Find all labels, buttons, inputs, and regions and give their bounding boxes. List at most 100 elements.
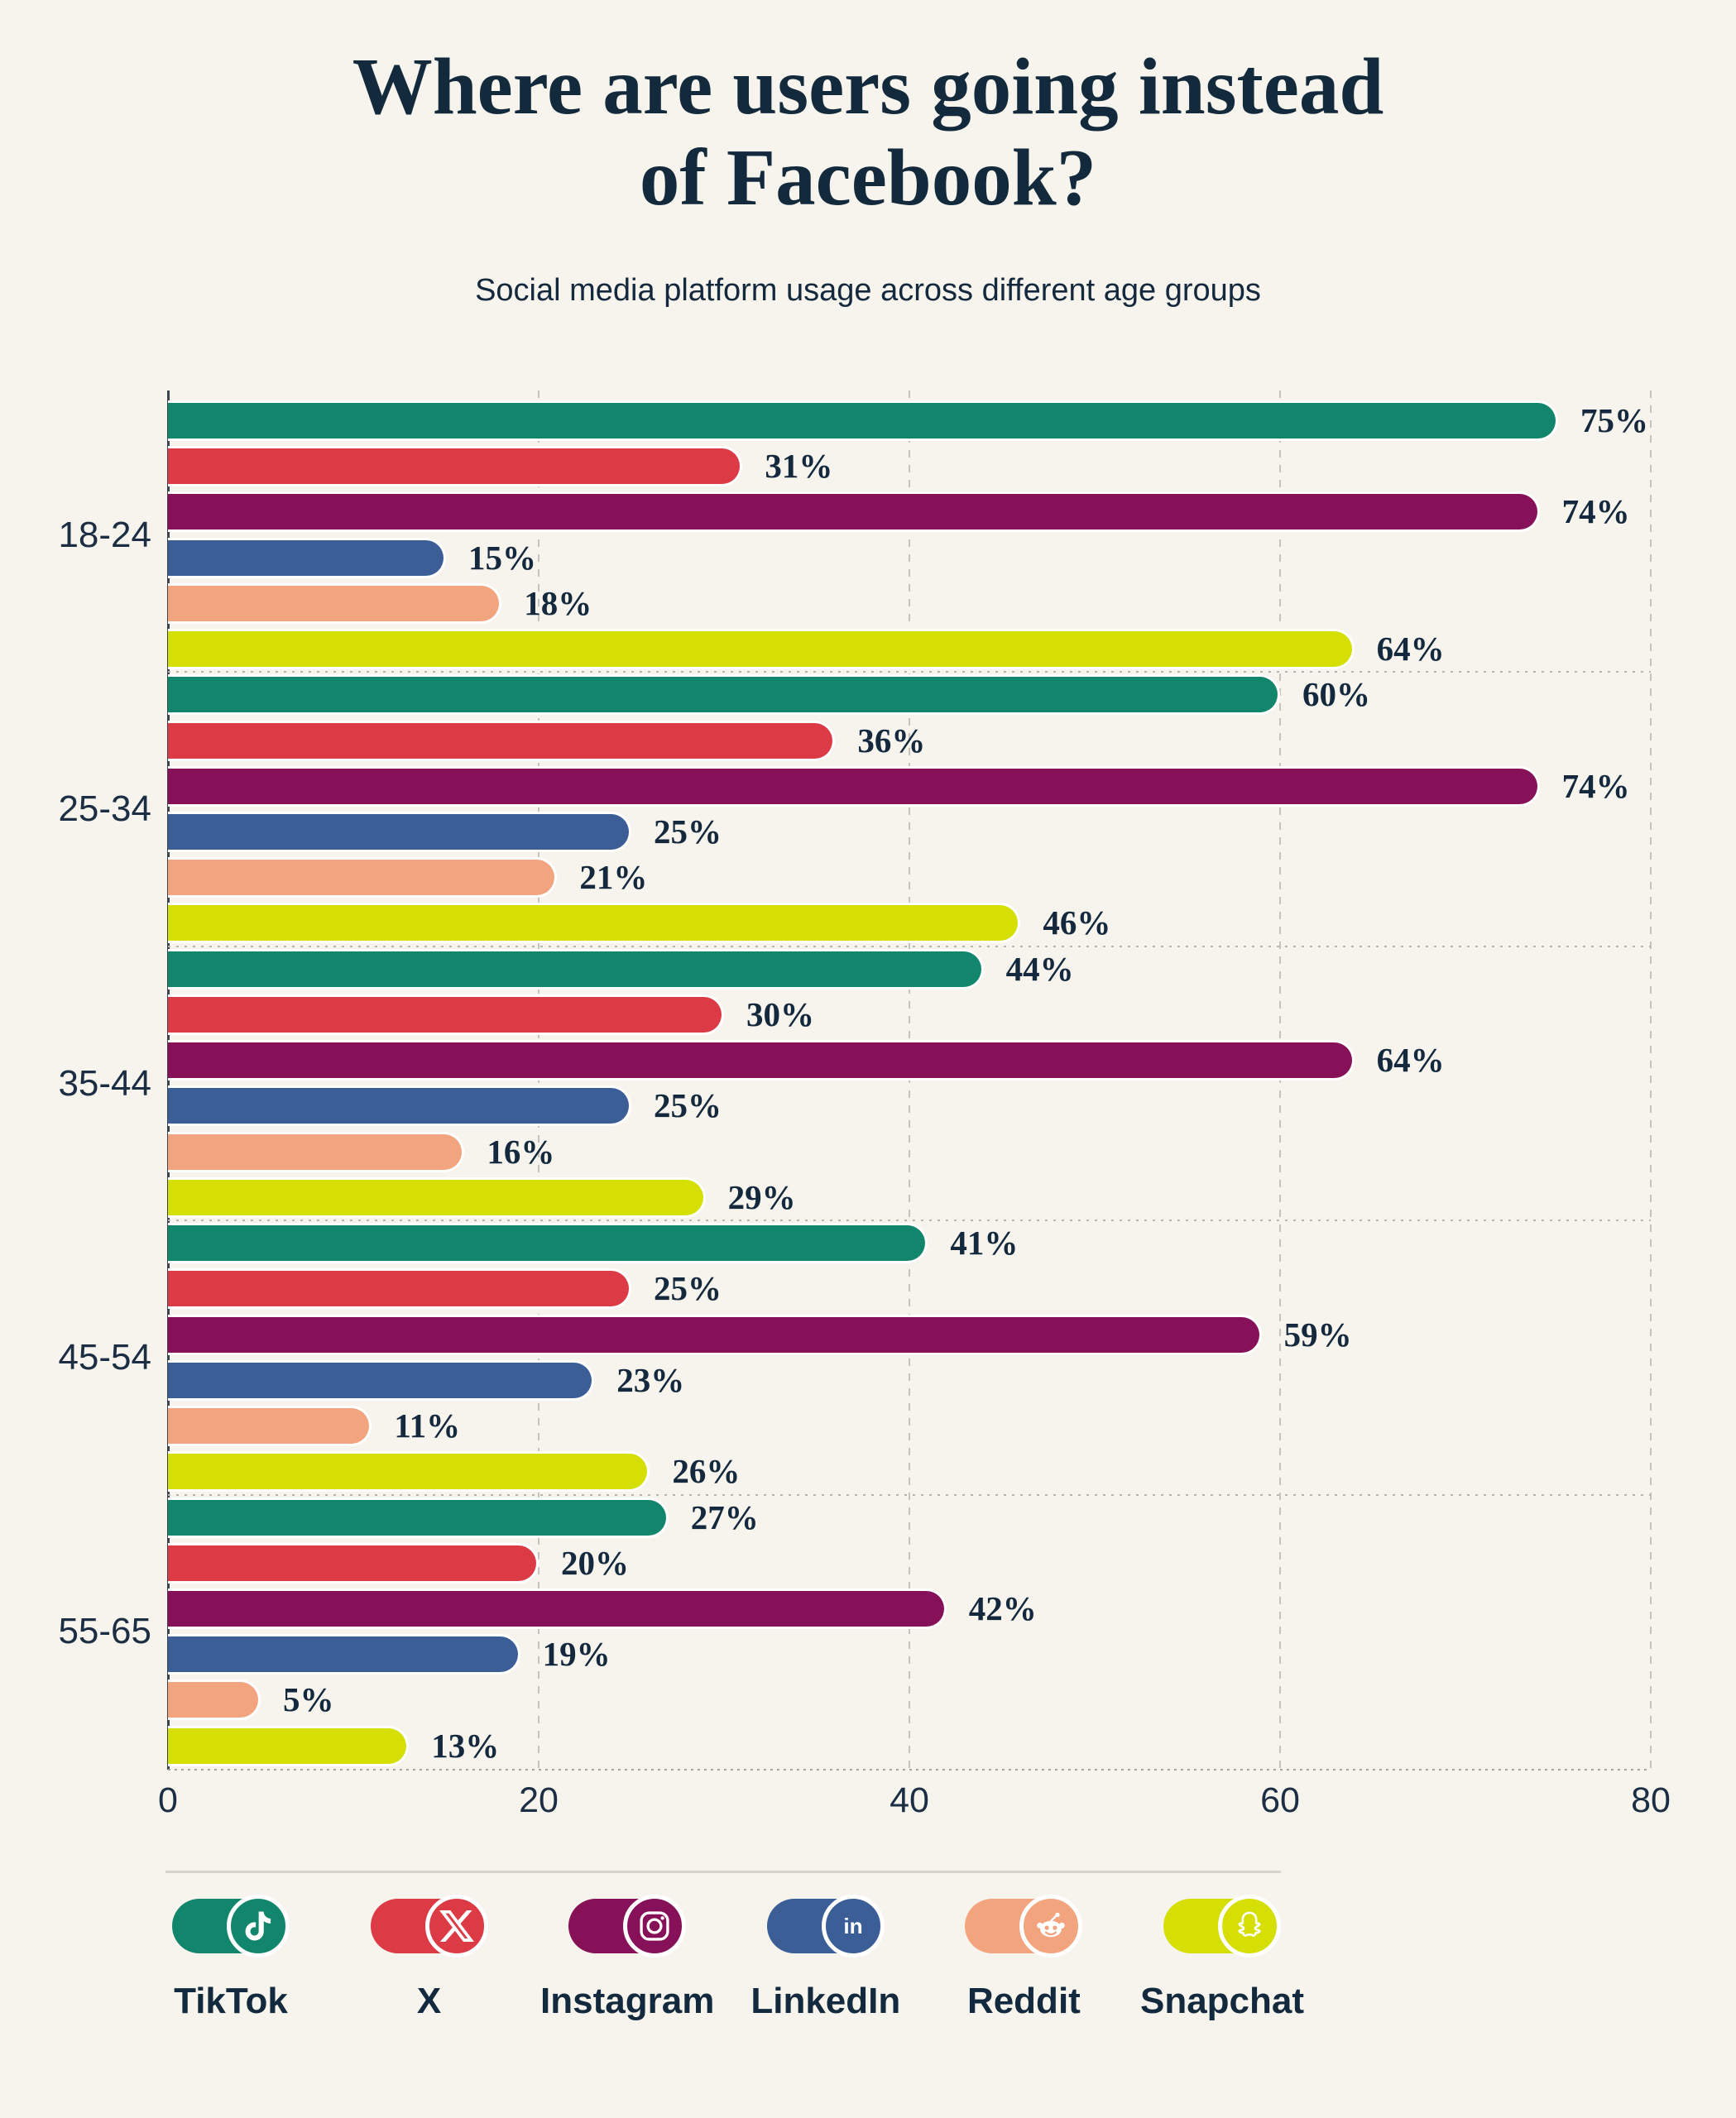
bar-tiktok-45-54 [168,1223,928,1264]
bar-reddit-25-34 [168,857,558,898]
bar-instagram-35-44 [168,1040,1355,1081]
bar-value-label: 41% [950,1224,1019,1263]
bar-x-35-44 [168,994,724,1035]
bar-snapchat-25-34 [168,903,1021,944]
linkedin-icon: in [821,1895,885,1957]
bar-x-18-24 [168,446,743,487]
x-icon [424,1895,488,1957]
legend-item-linkedin: in LinkedIn [751,1895,966,2027]
bar-value-label: 74% [1561,492,1630,531]
bar-snapchat-18-24 [168,629,1355,669]
x-tick-label-60: 60 [1260,1780,1300,1820]
page-title-line2: of Facebook? [639,132,1097,222]
bar-value-label: 21% [579,858,648,897]
bar-x-55-65 [168,1542,539,1584]
bar-snapchat-35-44 [168,1176,706,1218]
bar-tiktok-25-34 [168,674,1280,716]
legend-item-x: X [370,1895,569,2027]
age-group-label: 35-44 [58,1062,151,1104]
bar-value-label: 5% [283,1680,334,1719]
bar-reddit-55-65 [168,1680,261,1721]
bar-value-label: 23% [616,1360,685,1399]
page-subtitle: Social media platform usage across diffe… [475,273,1261,308]
bar-value-label: 27% [690,1497,759,1536]
bar-instagram-25-34 [168,765,1540,807]
legend-label: X [416,1981,442,2021]
bar-value-label: 60% [1302,675,1370,714]
bar-value-label: 46% [1043,903,1111,942]
legend-label: Reddit [966,1981,1081,2021]
bar-linkedin-35-44 [168,1085,631,1127]
bar-tiktok-35-44 [168,948,984,990]
gridline-x-80 [1650,391,1652,1769]
group-separator [168,1493,1651,1496]
bar-linkedin-45-54 [168,1359,595,1401]
bar-reddit-45-54 [168,1406,372,1446]
legend-label: LinkedIn [751,1981,901,2021]
bar-linkedin-55-65 [168,1634,520,1675]
legend-label: Snapchat [1139,1981,1305,2021]
age-group-label: 25-34 [58,788,151,830]
bar-snapchat-55-65 [168,1725,410,1766]
x-tick-label-80: 80 [1631,1780,1671,1820]
age-group-label: 45-54 [58,1336,151,1378]
bar-value-label: 20% [561,1543,629,1582]
bar-instagram-18-24 [168,491,1540,533]
bar-reddit-18-24 [168,582,502,624]
bar-value-label: 36% [857,721,926,760]
snapchat-icon [1218,1895,1281,1957]
bar-snapchat-45-54 [168,1451,650,1493]
page-title-line1: Where are users going instead [352,42,1384,131]
bar-x-25-34 [168,720,836,761]
bar-value-label: 13% [431,1726,500,1765]
bar-tiktok-55-65 [168,1497,669,1538]
bar-value-label: 59% [1283,1315,1352,1354]
bar-value-label: 15% [468,538,536,577]
bar-x-45-54 [168,1268,631,1310]
legend-item-reddit: Reddit [965,1895,1163,2027]
bar-linkedin-25-34 [168,812,631,852]
bar-reddit-35-44 [168,1131,465,1172]
bar-instagram-45-54 [168,1314,1262,1355]
bar-value-label: 30% [746,995,814,1033]
bar-value-label: 18% [524,583,592,622]
reddit-icon [1019,1895,1083,1957]
bar-value-label: 31% [765,447,833,486]
svg-text:in: in [843,1914,862,1938]
age-group-label: 55-65 [58,1611,151,1652]
x-tick-label-0: 0 [158,1780,178,1820]
bar-tiktok-18-24 [168,400,1558,441]
x-axis-line [168,1769,1651,1771]
bar-value-label: 44% [1005,949,1074,988]
group-separator [168,671,1651,673]
bar-instagram-55-65 [168,1588,947,1629]
legend-label: Instagram [540,1981,715,2021]
bar-value-label: 25% [654,812,722,851]
legend-item-instagram: Instagram [540,1895,767,2027]
bar-value-label: 11% [394,1406,461,1445]
bar-value-label: 19% [542,1635,611,1674]
bar-value-label: 64% [1376,1041,1445,1080]
bar-value-label: 26% [672,1452,741,1491]
age-group-label: 18-24 [58,514,151,555]
bar-value-label: 75% [1580,401,1648,439]
legend-item-snapchat: Snapchat [1140,1895,1362,2027]
tiktok-icon [227,1895,290,1957]
page-title: Where are users going instead of Faceboo… [0,41,1736,223]
group-separator [168,945,1651,947]
bar-linkedin-18-24 [168,537,446,578]
x-tick-label-20: 20 [519,1780,559,1820]
x-tick-label-40: 40 [890,1780,929,1820]
bar-value-label: 25% [654,1269,722,1308]
bar-value-label: 25% [654,1086,722,1125]
legend-item-tiktok: TikTok [172,1895,371,2027]
legend-label: TikTok [174,1981,288,2021]
bar-value-label: 29% [727,1177,796,1216]
bar-value-label: 64% [1376,630,1445,668]
bar-value-label: 16% [487,1132,555,1171]
group-separator [168,1220,1651,1222]
legend-divider [165,1871,1281,1873]
bar-value-label: 74% [1561,766,1630,805]
